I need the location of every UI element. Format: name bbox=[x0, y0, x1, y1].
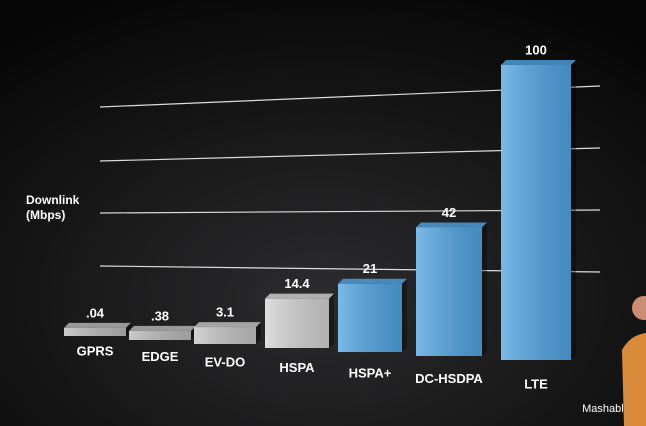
value-label: .04 bbox=[86, 305, 105, 320]
presenter bbox=[622, 296, 646, 426]
bar-top bbox=[338, 278, 407, 284]
bar-shade bbox=[64, 327, 126, 336]
value-label: 21 bbox=[363, 261, 377, 276]
x-tick-label: HSPA+ bbox=[349, 365, 392, 380]
bar-side bbox=[256, 322, 261, 344]
x-tick-label: EV-DO bbox=[205, 354, 245, 369]
x-tick-label: LTE bbox=[524, 376, 548, 391]
bar-top bbox=[194, 322, 261, 328]
bar-shade bbox=[265, 298, 329, 348]
bar-shade bbox=[416, 227, 482, 356]
x-tick-label: DC-HSDPA bbox=[415, 371, 483, 386]
value-label: 42 bbox=[442, 205, 456, 220]
y-axis-label: Downlink (Mbps) bbox=[26, 193, 80, 222]
bar-shade bbox=[501, 65, 571, 360]
x-tick-label: GPRS bbox=[77, 343, 114, 358]
watermark: Mashable bbox=[582, 403, 630, 415]
x-tick-label: HSPA bbox=[279, 360, 315, 375]
bar-top bbox=[129, 325, 196, 331]
bar-side bbox=[126, 322, 131, 336]
value-label: 14.4 bbox=[284, 276, 310, 291]
bar-side bbox=[482, 222, 487, 356]
value-label: 3.1 bbox=[216, 305, 234, 320]
bar-top bbox=[416, 222, 487, 228]
value-label: 100 bbox=[525, 42, 547, 57]
bar-shade bbox=[338, 283, 402, 352]
bar-top bbox=[265, 293, 334, 299]
bar-side bbox=[571, 60, 576, 360]
value-label: .38 bbox=[151, 308, 169, 323]
bar-top bbox=[64, 322, 131, 328]
bar-shade bbox=[129, 330, 191, 340]
bar-side bbox=[329, 293, 334, 348]
bar-side bbox=[402, 278, 407, 352]
x-tick-label: EDGE bbox=[142, 349, 179, 364]
bar-shade bbox=[194, 327, 256, 344]
bar-top bbox=[501, 60, 576, 65]
